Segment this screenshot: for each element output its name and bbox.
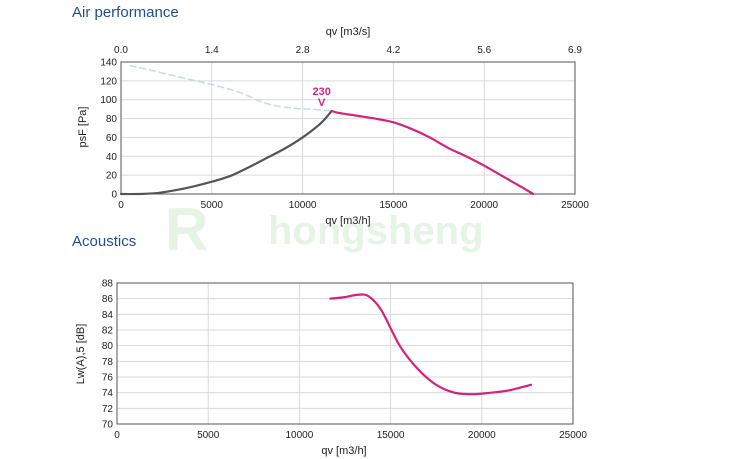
y-tick-label: 84 xyxy=(102,310,114,321)
x-tick-label: 0 xyxy=(118,200,124,211)
x-tick-label: 5000 xyxy=(201,200,224,211)
top-x-tick-label: 2.8 xyxy=(296,45,310,56)
y-tick-label: 120 xyxy=(100,76,117,87)
y-tick-label: 86 xyxy=(102,294,114,305)
y-tick-label: 74 xyxy=(102,388,114,399)
x-tick-label: 20000 xyxy=(468,430,496,441)
fan-curve-line xyxy=(330,109,535,196)
x-tick-label: 15000 xyxy=(377,430,405,441)
y-axis-label: psF [Pa] xyxy=(77,107,89,148)
y-tick-label: 72 xyxy=(102,404,114,415)
air-marker: 230 V xyxy=(312,86,330,109)
acoustics-title: Acoustics xyxy=(72,233,136,250)
y-tick-label: 76 xyxy=(102,373,114,384)
operating-point-label: 230 xyxy=(312,86,330,98)
y-tick-label: 78 xyxy=(102,357,114,368)
x-axis-label: qv [m3/h] xyxy=(325,215,370,227)
air-ticks: 0 5000 10000 15000 20000 25000 0.0 1.4 2.8 4.2 5.6… xyxy=(100,45,589,211)
top-x-tick-label: 6.9 xyxy=(568,45,582,56)
y-tick-label: 88 xyxy=(102,279,114,290)
top-x-tick-label: 4.2 xyxy=(386,45,400,56)
y-tick-label: 70 xyxy=(102,420,114,431)
dashed-upper-line xyxy=(129,65,333,112)
top-x-tick-label: 5.6 xyxy=(477,45,491,56)
air-plot-frame xyxy=(120,61,576,195)
x-tick-label: 10000 xyxy=(285,430,313,441)
watermark-text: hongsheng xyxy=(268,209,484,253)
y-tick-label: 82 xyxy=(102,326,114,337)
y-tick-label: 140 xyxy=(100,58,117,69)
y-tick-label: 60 xyxy=(106,133,118,144)
x-tick-label: 25000 xyxy=(561,200,589,211)
x-tick-label: 15000 xyxy=(379,200,407,211)
acoustics-y-axis-label: Lw(A),5 [dB] xyxy=(75,324,87,385)
x-tick-label: 10000 xyxy=(289,200,317,211)
watermark: R hongsheng xyxy=(165,196,484,263)
acoustics-series xyxy=(329,293,533,396)
acoustics-x-axis-label: qv [m3/h] xyxy=(321,445,366,457)
y-tick-label: 80 xyxy=(106,114,118,125)
acoustics-chart: Acoustics Lw(A),5 [dB] qv [m3/h] 0 5000 10… xyxy=(72,233,587,457)
acoustics-ticks: 0 5000 10000 15000 20000 25000 70 72 74 76 78 80 82 8… xyxy=(102,279,587,442)
acoustics-grid xyxy=(116,282,574,425)
system-line-line xyxy=(119,109,333,196)
top-x-axis-label: qv [m3/s] xyxy=(326,26,371,38)
air-performance-chart: Air performance qv [m3/s] psF [Pa] qv [m… xyxy=(72,4,589,227)
y-tick-label: 40 xyxy=(106,152,118,163)
acoustics-plot-frame xyxy=(116,282,574,425)
operating-point-symbol: V xyxy=(318,97,326,109)
y-tick-label: 100 xyxy=(100,95,117,106)
y-tick-label: 20 xyxy=(106,171,118,182)
air-series xyxy=(119,65,535,196)
x-tick-label: 0 xyxy=(114,430,120,441)
y-tick-label: 80 xyxy=(102,341,114,352)
x-tick-label: 5000 xyxy=(197,430,220,441)
air-grid xyxy=(120,61,576,195)
watermark-logo: R xyxy=(165,196,208,263)
x-tick-label: 25000 xyxy=(559,430,587,441)
top-x-tick-label: 1.4 xyxy=(205,45,219,56)
y-tick-label: 0 xyxy=(111,190,117,201)
air-performance-title: Air performance xyxy=(72,4,179,21)
top-x-tick-label: 0.0 xyxy=(114,45,128,56)
sound-power-line xyxy=(329,293,533,396)
x-tick-label: 20000 xyxy=(470,200,498,211)
